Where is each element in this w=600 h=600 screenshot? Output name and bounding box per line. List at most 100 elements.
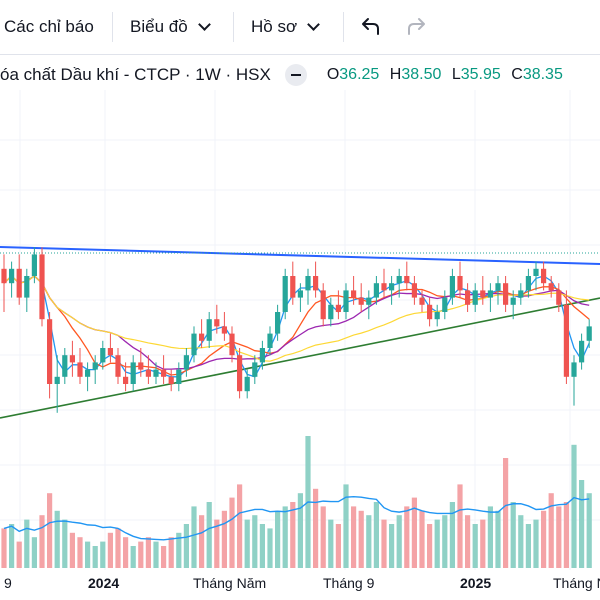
volume-bar [77, 537, 83, 568]
chart-type-button[interactable]: Biểu đồ [130, 14, 211, 40]
hide-icon[interactable] [284, 64, 307, 86]
candle-body [487, 290, 493, 298]
volume-bar [123, 537, 129, 568]
volume-bar [525, 524, 531, 568]
symbol-title[interactable]: óa chất Dầu khí - CTCP · 1W · HSX [0, 65, 271, 84]
volume-bar [457, 484, 463, 568]
candle-body [366, 297, 372, 305]
volume-bar [290, 502, 296, 568]
candle-body [419, 297, 425, 305]
candle-body [145, 369, 151, 377]
candle-body [69, 355, 75, 363]
x-tick-label: Tháng Năm [193, 575, 266, 591]
candle-body [206, 319, 212, 341]
candle-body [138, 362, 144, 370]
volume-bar [107, 532, 113, 568]
volume-bar [351, 506, 357, 568]
x-tick-label: 2024 [88, 575, 119, 591]
volume-bar [427, 524, 433, 568]
volume-bar [191, 506, 197, 568]
volume-bar [411, 497, 417, 568]
candle-body [39, 254, 45, 320]
indicators-label: Các chỉ báo [4, 17, 94, 36]
volume-bar [252, 515, 258, 568]
volume-bar [130, 546, 136, 568]
indicators-button[interactable]: Các chỉ báo [4, 14, 94, 40]
candle-body [586, 326, 592, 341]
toolbar-divider [233, 12, 234, 42]
high-value: 38.50 [401, 66, 442, 83]
volume-bar [358, 510, 364, 568]
low-value: 35.95 [460, 66, 501, 83]
volume-bar [586, 493, 592, 568]
candle-body [518, 290, 524, 298]
candle-body [434, 312, 440, 320]
symbol-legend: óa chất Dầu khí - CTCP · 1W · HSX O36.25… [0, 64, 569, 86]
candle-body [442, 297, 448, 312]
candle-body [503, 283, 509, 305]
time-axis: 9 2024 Tháng Năm Tháng 9 2025 Tháng N [4, 575, 600, 591]
candle-body [85, 369, 91, 377]
candle-body [579, 340, 585, 363]
candle-body [237, 355, 243, 392]
x-tick-label: 9 [4, 575, 12, 591]
candle-body [123, 376, 129, 384]
volume-bar [419, 510, 425, 568]
trendlines [0, 246, 600, 419]
volume-bar [366, 515, 372, 568]
candle-body [1, 268, 7, 284]
candle-body [161, 369, 167, 377]
candle-body [176, 369, 182, 384]
candle-body [548, 283, 554, 291]
volume-bar [259, 524, 265, 568]
candle-body [404, 276, 410, 284]
volume-bar [313, 488, 319, 568]
candle-body [92, 362, 98, 370]
volume-bar [39, 515, 45, 568]
candle-body [480, 290, 486, 298]
toolbar-divider [343, 12, 344, 42]
candle-body [199, 333, 205, 341]
candle-body [54, 376, 60, 384]
volume-bar [556, 506, 562, 568]
candle-body [411, 283, 417, 298]
volume-bar [92, 546, 98, 568]
close-value: 38.35 [522, 66, 563, 83]
candle-body [267, 333, 273, 348]
volume-bar [503, 458, 509, 568]
candle-body [510, 297, 516, 305]
candle-body [556, 290, 562, 305]
candle-body [320, 290, 326, 320]
candle-body [358, 297, 364, 305]
volume-ma-line [3, 496, 590, 541]
candle-body [525, 276, 531, 291]
candle-body [191, 333, 197, 356]
undo-icon[interactable] [358, 16, 382, 38]
x-tick-label: Tháng 9 [323, 575, 375, 591]
candle-body [381, 283, 387, 291]
volume-bar [541, 510, 547, 568]
volume-bar [396, 515, 402, 568]
candle-body [328, 304, 334, 320]
candle-body [373, 283, 379, 298]
candle-body [244, 376, 250, 392]
volume-bar [563, 502, 569, 568]
candle-body [130, 362, 136, 384]
candle-body [183, 355, 189, 370]
profile-button[interactable]: Hồ sơ [251, 14, 320, 40]
candle-body [343, 290, 349, 312]
volume-bar [168, 537, 174, 568]
candle-body [282, 276, 288, 312]
volume-bar [297, 493, 303, 568]
candle-body [107, 348, 113, 356]
moving-averages [3, 275, 590, 378]
redo-icon[interactable] [405, 16, 429, 38]
volume-bar [267, 528, 273, 568]
candle-body [252, 362, 258, 377]
volume-bar [533, 519, 539, 568]
volume-bar [472, 524, 478, 568]
volume-bar [343, 484, 349, 568]
volume-bar [206, 502, 212, 568]
volume-bar [100, 541, 106, 568]
